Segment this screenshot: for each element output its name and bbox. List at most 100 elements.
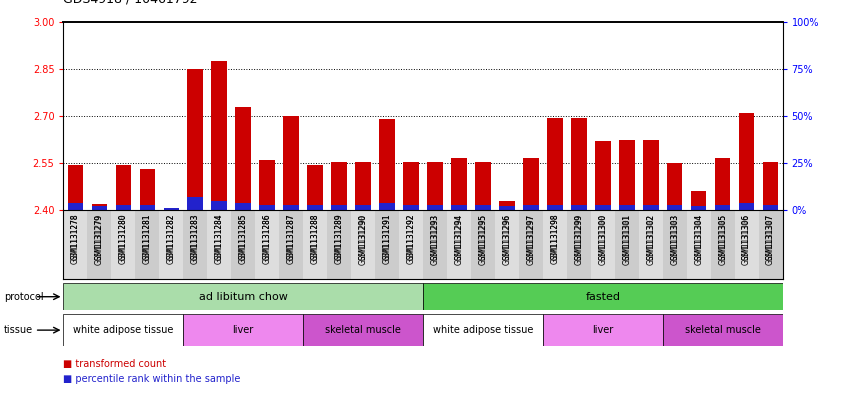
Text: GSM1131293: GSM1131293 <box>431 214 439 260</box>
Text: GSM1131290: GSM1131290 <box>359 214 367 264</box>
Text: GSM1131284: GSM1131284 <box>215 214 223 260</box>
Text: GSM1131307: GSM1131307 <box>766 214 775 260</box>
Bar <box>399 210 423 279</box>
Text: GSM1131306: GSM1131306 <box>742 214 751 265</box>
Bar <box>375 210 399 279</box>
Bar <box>112 210 135 279</box>
Text: GSM1131291: GSM1131291 <box>382 214 392 260</box>
Bar <box>427 205 442 210</box>
Bar <box>715 205 730 210</box>
Text: white adipose tissue: white adipose tissue <box>74 325 173 335</box>
Bar <box>499 206 514 210</box>
Bar <box>495 210 519 279</box>
Text: GSM1131290: GSM1131290 <box>359 214 367 260</box>
Bar <box>87 210 112 279</box>
Bar <box>188 69 203 210</box>
Text: GSM1131279: GSM1131279 <box>95 214 104 260</box>
Text: GSM1131283: GSM1131283 <box>191 214 200 264</box>
Bar <box>739 203 755 210</box>
Bar <box>332 205 347 210</box>
Bar <box>235 107 251 210</box>
Text: GSM1131278: GSM1131278 <box>71 214 80 260</box>
Bar <box>543 314 662 346</box>
Bar <box>212 201 227 210</box>
Bar <box>63 314 184 346</box>
Bar <box>734 210 759 279</box>
Bar <box>91 204 107 210</box>
Bar <box>619 140 634 210</box>
Text: GSM1131301: GSM1131301 <box>623 214 631 260</box>
Text: GSM1131304: GSM1131304 <box>695 214 703 260</box>
Bar <box>423 210 447 279</box>
Bar <box>715 158 730 210</box>
Text: GSM1131303: GSM1131303 <box>670 214 679 265</box>
Text: GSM1131278: GSM1131278 <box>71 214 80 264</box>
Bar <box>159 210 184 279</box>
Text: GSM1131304: GSM1131304 <box>695 214 703 265</box>
Bar <box>379 203 395 210</box>
Text: GSM1131285: GSM1131285 <box>239 214 248 264</box>
Text: GSM1131289: GSM1131289 <box>335 214 343 260</box>
Bar <box>447 210 471 279</box>
Bar <box>91 206 107 210</box>
Bar <box>283 205 299 210</box>
Text: GDS4918 / 10461792: GDS4918 / 10461792 <box>63 0 198 6</box>
Bar <box>423 283 783 310</box>
Text: GSM1131297: GSM1131297 <box>526 214 536 264</box>
Bar <box>283 116 299 210</box>
Text: GSM1131284: GSM1131284 <box>215 214 223 264</box>
Bar <box>307 205 323 210</box>
Bar <box>235 203 251 210</box>
Bar <box>523 205 539 210</box>
Text: GSM1131307: GSM1131307 <box>766 214 775 265</box>
Bar <box>255 210 279 279</box>
Text: GSM1131296: GSM1131296 <box>503 214 511 260</box>
Text: GSM1131287: GSM1131287 <box>287 214 295 260</box>
Bar <box>231 210 255 279</box>
Text: GSM1131298: GSM1131298 <box>551 214 559 260</box>
Bar <box>763 205 778 210</box>
Bar <box>739 113 755 210</box>
Bar <box>427 162 442 210</box>
Bar <box>116 205 131 210</box>
Bar <box>519 210 543 279</box>
Text: GSM1131301: GSM1131301 <box>623 214 631 264</box>
Text: GSM1131288: GSM1131288 <box>310 214 320 264</box>
Bar <box>667 205 683 210</box>
Text: GSM1131293: GSM1131293 <box>431 214 439 264</box>
Text: GSM1131286: GSM1131286 <box>263 214 272 260</box>
Bar <box>662 210 687 279</box>
Text: skeletal muscle: skeletal muscle <box>684 325 761 335</box>
Bar <box>184 210 207 279</box>
Bar <box>184 314 303 346</box>
Bar <box>691 206 706 210</box>
Bar <box>571 118 586 210</box>
Bar <box>404 162 419 210</box>
Bar <box>547 118 563 210</box>
Bar <box>643 205 658 210</box>
Bar <box>711 210 734 279</box>
Bar <box>332 162 347 210</box>
Text: GSM1131302: GSM1131302 <box>646 214 655 264</box>
Bar <box>543 210 567 279</box>
Bar <box>547 205 563 210</box>
Bar <box>423 314 543 346</box>
Bar <box>63 210 87 279</box>
Bar <box>303 210 327 279</box>
Bar <box>591 210 615 279</box>
Bar <box>643 140 658 210</box>
Text: GSM1131294: GSM1131294 <box>454 214 464 264</box>
Bar <box>567 210 591 279</box>
Bar <box>763 162 778 210</box>
Text: GSM1131279: GSM1131279 <box>95 214 104 264</box>
Bar <box>116 165 131 210</box>
Text: GSM1131294: GSM1131294 <box>454 214 464 260</box>
Text: GSM1131299: GSM1131299 <box>574 214 583 260</box>
Text: fasted: fasted <box>585 292 620 302</box>
Bar <box>639 210 662 279</box>
Bar <box>163 208 179 210</box>
Text: GSM1131287: GSM1131287 <box>287 214 295 264</box>
Bar <box>163 209 179 210</box>
Bar <box>63 283 423 310</box>
Text: GSM1131303: GSM1131303 <box>670 214 679 260</box>
